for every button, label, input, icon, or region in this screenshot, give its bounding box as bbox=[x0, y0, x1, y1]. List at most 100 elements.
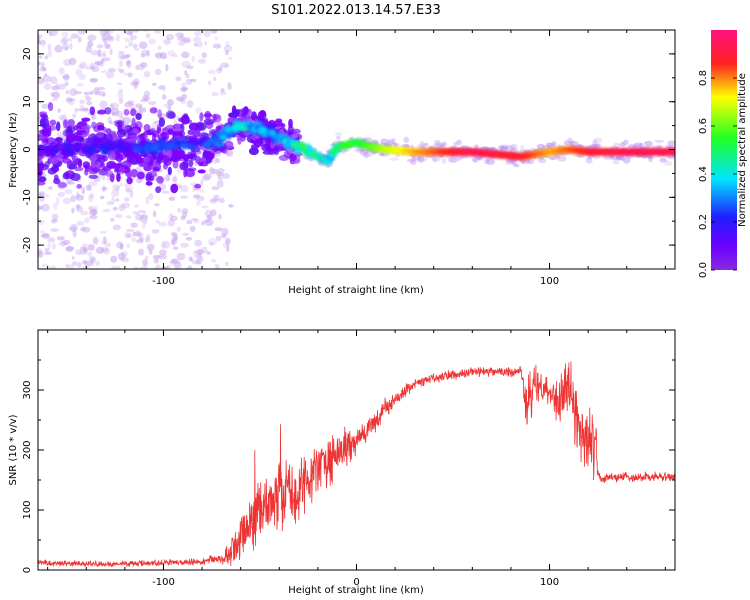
noise-blob bbox=[119, 183, 124, 187]
band-blob bbox=[149, 107, 158, 114]
halo-blob bbox=[406, 158, 416, 163]
band-blob bbox=[49, 119, 57, 126]
band-blob bbox=[134, 121, 143, 130]
noise-blob bbox=[99, 100, 108, 108]
noise-blob bbox=[165, 33, 175, 41]
noise-blob bbox=[195, 259, 202, 265]
noise-blob bbox=[70, 33, 80, 39]
snr-x-axis-label: Height of straight line (km) bbox=[288, 585, 424, 596]
band-blob bbox=[157, 109, 162, 119]
noise-blob bbox=[90, 208, 97, 216]
noise-blob bbox=[212, 168, 219, 175]
noise-blob bbox=[97, 49, 102, 57]
band-blob bbox=[116, 128, 127, 138]
noise-blob bbox=[186, 65, 194, 70]
noise-blob bbox=[95, 246, 105, 254]
noise-blob bbox=[122, 116, 132, 124]
ridge-blob bbox=[590, 151, 593, 153]
noise-blob bbox=[65, 264, 69, 268]
y-tick-label: 100 bbox=[22, 500, 33, 519]
halo-blob bbox=[536, 143, 545, 149]
noise-blob bbox=[192, 195, 200, 199]
noise-blob bbox=[112, 224, 121, 231]
noise-blob bbox=[67, 37, 73, 42]
ridge-blob bbox=[634, 151, 637, 153]
noise-blob bbox=[152, 254, 161, 259]
ridge-blob bbox=[437, 151, 440, 153]
y-tick-label: 200 bbox=[22, 440, 33, 459]
band-blob bbox=[76, 125, 82, 133]
band-blob bbox=[227, 117, 234, 123]
y-tick-label: -20 bbox=[22, 237, 33, 253]
noise-blob bbox=[58, 67, 65, 75]
y-tick-label: 300 bbox=[22, 380, 33, 399]
noise-blob bbox=[38, 61, 41, 66]
ridge-blob bbox=[625, 151, 628, 153]
noise-blob bbox=[98, 90, 106, 97]
ridge-blob bbox=[606, 151, 609, 153]
noise-blob bbox=[211, 91, 219, 97]
noise-blob bbox=[125, 54, 131, 58]
halo-blob bbox=[618, 155, 626, 161]
band-blob bbox=[181, 155, 190, 160]
noise-blob bbox=[184, 70, 188, 76]
noise-blob bbox=[124, 45, 129, 49]
ridge-blob bbox=[472, 151, 475, 153]
halo-blob bbox=[431, 156, 441, 162]
noise-blob bbox=[72, 113, 77, 119]
ridge-blob bbox=[646, 151, 649, 153]
halo-blob bbox=[412, 154, 421, 161]
halo-blob bbox=[387, 138, 394, 144]
band-blob bbox=[104, 133, 113, 143]
noise-blob bbox=[101, 187, 108, 191]
halo-blob bbox=[409, 157, 416, 162]
halo-blob bbox=[567, 137, 573, 144]
ridge-blob bbox=[671, 151, 674, 153]
ridge-blob bbox=[456, 151, 459, 153]
noise-blob bbox=[105, 43, 112, 50]
band-blob bbox=[145, 173, 152, 182]
noise-blob bbox=[45, 52, 53, 57]
y-tick-label: 0 bbox=[22, 146, 33, 152]
noise-blob bbox=[50, 228, 59, 232]
band-blob bbox=[253, 138, 263, 147]
halo-blob bbox=[390, 142, 397, 147]
noise-blob bbox=[145, 196, 150, 205]
band-blob bbox=[56, 121, 61, 132]
ridge-blob bbox=[320, 157, 326, 162]
band-blob bbox=[155, 186, 162, 194]
noise-blob bbox=[132, 30, 140, 33]
noise-blob bbox=[84, 217, 90, 224]
noise-blob bbox=[210, 209, 217, 217]
noise-blob bbox=[157, 45, 162, 51]
noise-blob bbox=[151, 229, 160, 234]
noise-blob bbox=[225, 40, 229, 47]
noise-blob bbox=[125, 228, 135, 233]
ridge-blob bbox=[313, 155, 319, 160]
band-blob bbox=[192, 129, 201, 138]
band-blob bbox=[150, 127, 156, 133]
noise-blob bbox=[41, 103, 50, 109]
halo-blob bbox=[548, 156, 556, 161]
noise-blob bbox=[38, 219, 45, 226]
noise-blob bbox=[148, 38, 156, 45]
noise-blob bbox=[65, 97, 73, 102]
noise-blob bbox=[225, 237, 231, 245]
noise-blob bbox=[218, 174, 223, 182]
band-blob bbox=[183, 168, 188, 178]
halo-blob bbox=[570, 140, 576, 148]
noise-blob bbox=[210, 198, 220, 202]
noise-blob bbox=[170, 258, 178, 264]
band-blob bbox=[71, 155, 78, 160]
halo-blob bbox=[391, 137, 396, 145]
band-blob bbox=[118, 166, 125, 175]
halo-blob bbox=[334, 132, 343, 136]
halo-blob bbox=[379, 152, 386, 157]
noise-blob bbox=[132, 231, 137, 237]
ridge-blob bbox=[490, 152, 494, 155]
halo-blob bbox=[365, 153, 373, 157]
ridge-blob bbox=[655, 151, 658, 153]
noise-blob bbox=[125, 187, 131, 193]
band-blob bbox=[158, 117, 165, 127]
noise-blob bbox=[75, 248, 82, 256]
